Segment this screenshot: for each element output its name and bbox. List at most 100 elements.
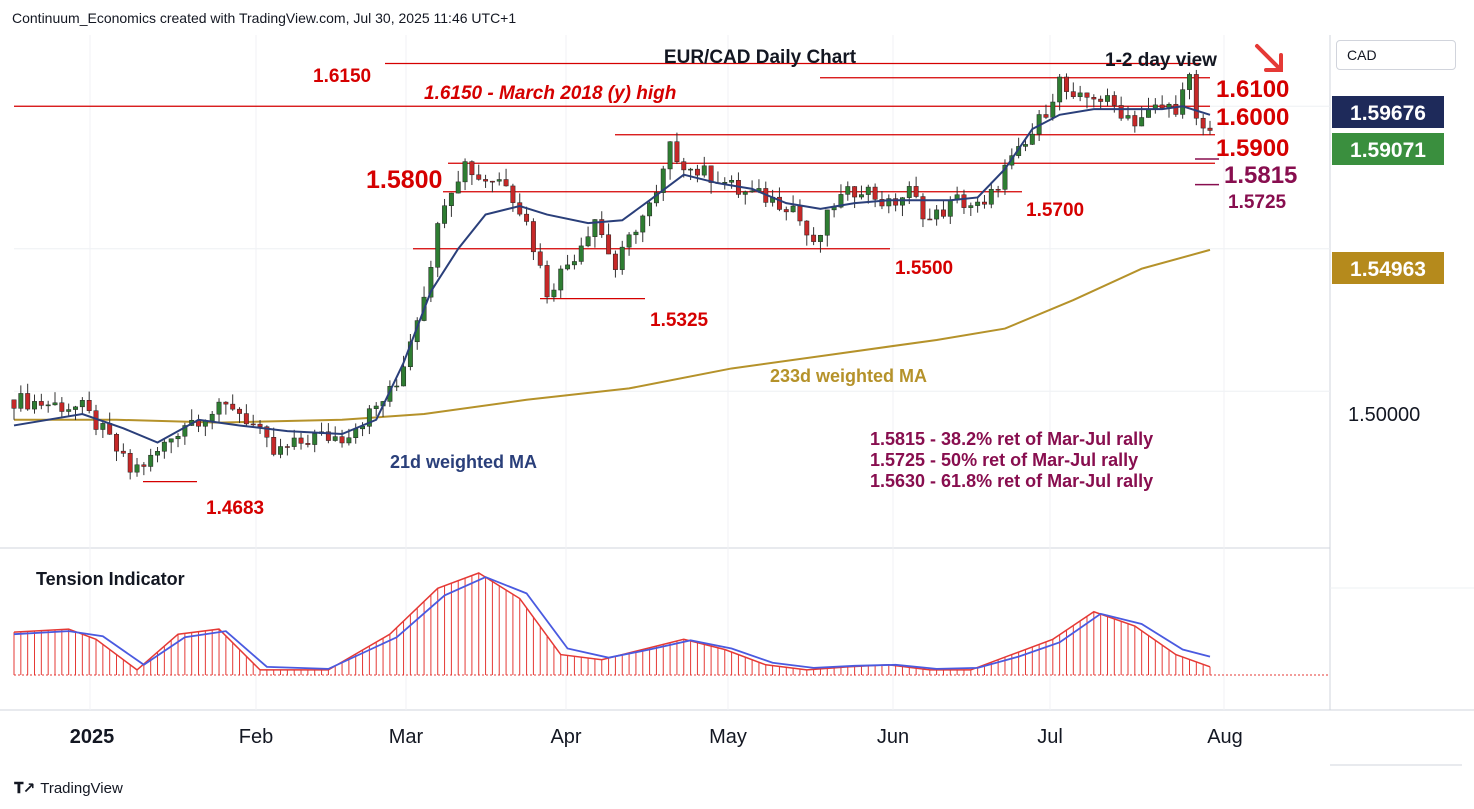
candle-body bbox=[401, 366, 407, 387]
candle-body bbox=[257, 423, 263, 427]
candle-body bbox=[517, 202, 523, 215]
candle-body bbox=[353, 428, 359, 438]
candle-body bbox=[694, 168, 700, 176]
ma21-line bbox=[13, 105, 1211, 444]
candle-body bbox=[278, 446, 283, 455]
candle-body bbox=[776, 196, 782, 210]
candle-body bbox=[496, 179, 502, 182]
candle-body bbox=[934, 209, 940, 220]
candle-body bbox=[893, 198, 899, 206]
candle-body bbox=[25, 393, 31, 410]
candle-body bbox=[66, 409, 72, 412]
candle-body bbox=[749, 190, 755, 193]
tradingview-brand[interactable]: 𝐓↗ TradingView bbox=[14, 779, 123, 798]
candle-body bbox=[1139, 117, 1145, 127]
candle-body bbox=[1193, 74, 1199, 119]
down-arrow-stroke bbox=[1264, 53, 1283, 72]
tension-line-blue bbox=[13, 576, 1211, 670]
candle-body bbox=[1200, 117, 1206, 129]
candle-body bbox=[824, 209, 830, 236]
candle-body bbox=[961, 194, 967, 208]
candle-body bbox=[161, 441, 167, 452]
candle-body bbox=[578, 245, 584, 262]
candle-body bbox=[947, 199, 953, 217]
price-tag bbox=[1332, 133, 1444, 165]
ma233-label: 233d weighted MA bbox=[770, 366, 927, 386]
candle-body bbox=[558, 268, 564, 291]
march-high-annotation: 1.6150 - March 2018 (y) high bbox=[424, 83, 676, 104]
candle-body bbox=[667, 141, 673, 170]
chart-title: EUR/CAD Daily Chart bbox=[664, 47, 857, 68]
price-tag-label: 1.59676 bbox=[1350, 102, 1426, 125]
candle-body bbox=[483, 179, 489, 182]
candle-body bbox=[701, 165, 707, 176]
candle-body bbox=[879, 199, 885, 207]
candle-body bbox=[900, 197, 905, 206]
price-tag-label: 1.59071 bbox=[1350, 139, 1426, 162]
currency-selector[interactable]: CAD bbox=[1336, 40, 1456, 70]
candle-body bbox=[852, 186, 858, 198]
candle-body bbox=[182, 425, 188, 437]
candle-body bbox=[1118, 105, 1124, 119]
candle-body bbox=[838, 194, 844, 208]
candle-body bbox=[298, 437, 304, 444]
candle-body bbox=[674, 141, 680, 162]
x-tick-label: Jun bbox=[877, 726, 909, 748]
y-tick-label: 1.50000 bbox=[1348, 404, 1420, 426]
candle-body bbox=[1091, 97, 1097, 100]
candle-body bbox=[1187, 74, 1192, 90]
candle-body bbox=[134, 464, 140, 473]
level-label: 1.6150 bbox=[313, 66, 371, 87]
down-arrow-icon bbox=[1255, 44, 1283, 72]
candle-body bbox=[544, 265, 550, 298]
candle-body bbox=[120, 450, 126, 454]
candle-body bbox=[1146, 108, 1151, 118]
candle-body bbox=[524, 213, 530, 222]
candle-body bbox=[230, 403, 236, 410]
candle-body bbox=[168, 438, 174, 443]
candle-body bbox=[1159, 104, 1165, 109]
candle-body bbox=[1002, 164, 1008, 190]
candle-body bbox=[797, 205, 803, 222]
x-tick-label: Jul bbox=[1037, 726, 1063, 748]
candle-body bbox=[599, 219, 605, 236]
x-tick-label: May bbox=[709, 726, 747, 748]
candle-body bbox=[73, 406, 78, 410]
candle-body bbox=[373, 405, 379, 409]
candle-body bbox=[59, 402, 65, 412]
candle-body bbox=[626, 234, 632, 248]
candle-body bbox=[565, 264, 571, 270]
candle-body bbox=[968, 205, 974, 208]
ma21-label: 21d weighted MA bbox=[390, 452, 537, 472]
candle-body bbox=[223, 401, 229, 405]
candle-body bbox=[325, 431, 331, 441]
candle-body bbox=[1057, 76, 1063, 103]
candle-body bbox=[52, 402, 58, 406]
level-label: 1.5800 bbox=[366, 166, 442, 194]
candle-body bbox=[988, 189, 994, 205]
candle-body bbox=[865, 186, 871, 195]
level-label: 1.5325 bbox=[650, 310, 709, 331]
ma233-line bbox=[14, 248, 1211, 424]
candle-body bbox=[510, 185, 516, 203]
candle-body bbox=[647, 202, 653, 217]
tension-indicator-label: Tension Indicator bbox=[36, 569, 185, 589]
candle-body bbox=[155, 451, 160, 456]
candle-body bbox=[209, 413, 215, 422]
candle-body bbox=[407, 341, 413, 367]
candle-body bbox=[435, 223, 441, 268]
tradingview-logo-icon: 𝐓↗ bbox=[14, 780, 35, 797]
candle-body bbox=[551, 289, 557, 298]
candle-body bbox=[284, 446, 290, 448]
candle-body bbox=[346, 437, 352, 444]
candle-body bbox=[394, 385, 400, 388]
candle-body bbox=[141, 464, 147, 467]
candle-body bbox=[592, 219, 598, 237]
candle-body bbox=[975, 201, 981, 206]
candle-body bbox=[872, 186, 878, 200]
candle-body bbox=[1064, 76, 1069, 92]
candle-body bbox=[79, 400, 85, 408]
candle-body bbox=[982, 201, 987, 205]
candle-body bbox=[640, 215, 646, 233]
candle-body bbox=[927, 218, 933, 221]
